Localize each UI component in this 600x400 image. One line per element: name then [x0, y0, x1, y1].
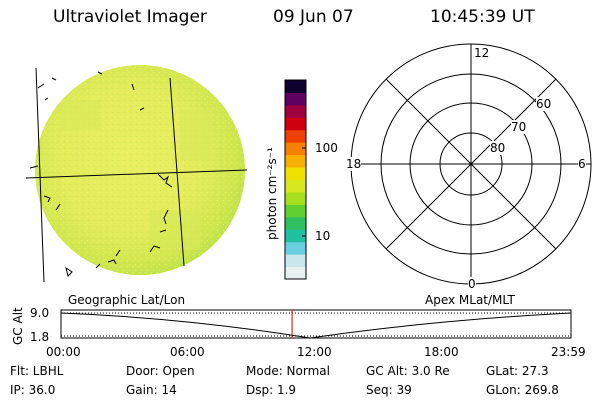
- colorbar-segment: [285, 154, 306, 168]
- colorbar-tick-10: 10: [315, 229, 331, 243]
- x-tick-2359: 23:59: [551, 345, 586, 359]
- earth-disk: [35, 65, 245, 275]
- colorbar-segment: [285, 104, 306, 118]
- gc-alt-value: GC Alt: 3.0 Re: [366, 364, 450, 378]
- x-tick-1800: 18:00: [424, 345, 459, 359]
- colorbar-segment: [285, 254, 306, 268]
- colorbar-segment: [285, 241, 306, 255]
- mode-value: Mode: Normal: [246, 364, 330, 378]
- y-tick-high: 9.0: [30, 306, 50, 320]
- observation-date: 09 Jun 07: [273, 7, 354, 27]
- polar-label-6: 6: [578, 157, 586, 171]
- x-tick-1200: 12:00: [297, 345, 332, 359]
- glon-value: GLon: 269.8: [486, 383, 559, 397]
- polar-diagonal-2: [385, 78, 557, 250]
- x-tick-0000: 00:00: [46, 345, 81, 359]
- gain-value: Gain: 14: [126, 383, 177, 397]
- polar-label-12: 12: [474, 46, 490, 60]
- geographic-grid: [25, 67, 248, 283]
- colorbar-segment: [285, 266, 306, 280]
- coastlines: [29, 71, 173, 277]
- colorbar-segment: [285, 229, 306, 243]
- colorbar-frame: [284, 79, 307, 280]
- colorbar-segment: [285, 92, 306, 106]
- polar-label-0: 0: [468, 277, 476, 291]
- glat-value: GLat: 27.3: [486, 364, 549, 378]
- colorbar-segment: [285, 204, 306, 218]
- colorbar-segment: [285, 80, 306, 93]
- colorbar-segment: [285, 167, 306, 180]
- colorbar-segment: [285, 117, 306, 131]
- x-tick-0600: 06:00: [170, 345, 205, 359]
- filter-value: Flt: LBHL: [10, 364, 64, 378]
- colorbar-segment: [285, 179, 306, 193]
- orbit-frame: [60, 309, 572, 339]
- polar-ring-label-60: 60: [536, 97, 552, 111]
- dsp-value: Dsp: 1.9: [246, 383, 297, 397]
- instrument-title: Ultraviolet Imager: [53, 7, 207, 27]
- y-tick-low: 1.8: [30, 330, 50, 344]
- colorbar-tick-100: 100: [315, 141, 338, 155]
- colorbar-segment: [285, 129, 306, 143]
- apex-label: Apex MLat/MLT: [425, 293, 515, 307]
- orbit-altitude-curve: [60, 312, 572, 339]
- observation-time: 10:45:39 UT: [430, 7, 535, 27]
- colorbar-segment: [285, 216, 306, 230]
- colorbar-segment: [285, 142, 306, 156]
- door-value: Door: Open: [126, 364, 195, 378]
- colorbar-segment: [285, 191, 306, 205]
- polar-ring-label-80: 80: [490, 141, 506, 155]
- polar-ring-label-70: 70: [511, 120, 527, 134]
- seq-value: Seq: 39: [366, 383, 412, 397]
- geographic-label: Geographic Lat/Lon: [68, 293, 186, 307]
- polar-label-18: 18: [346, 157, 362, 171]
- ip-value: IP: 36.0: [10, 383, 56, 397]
